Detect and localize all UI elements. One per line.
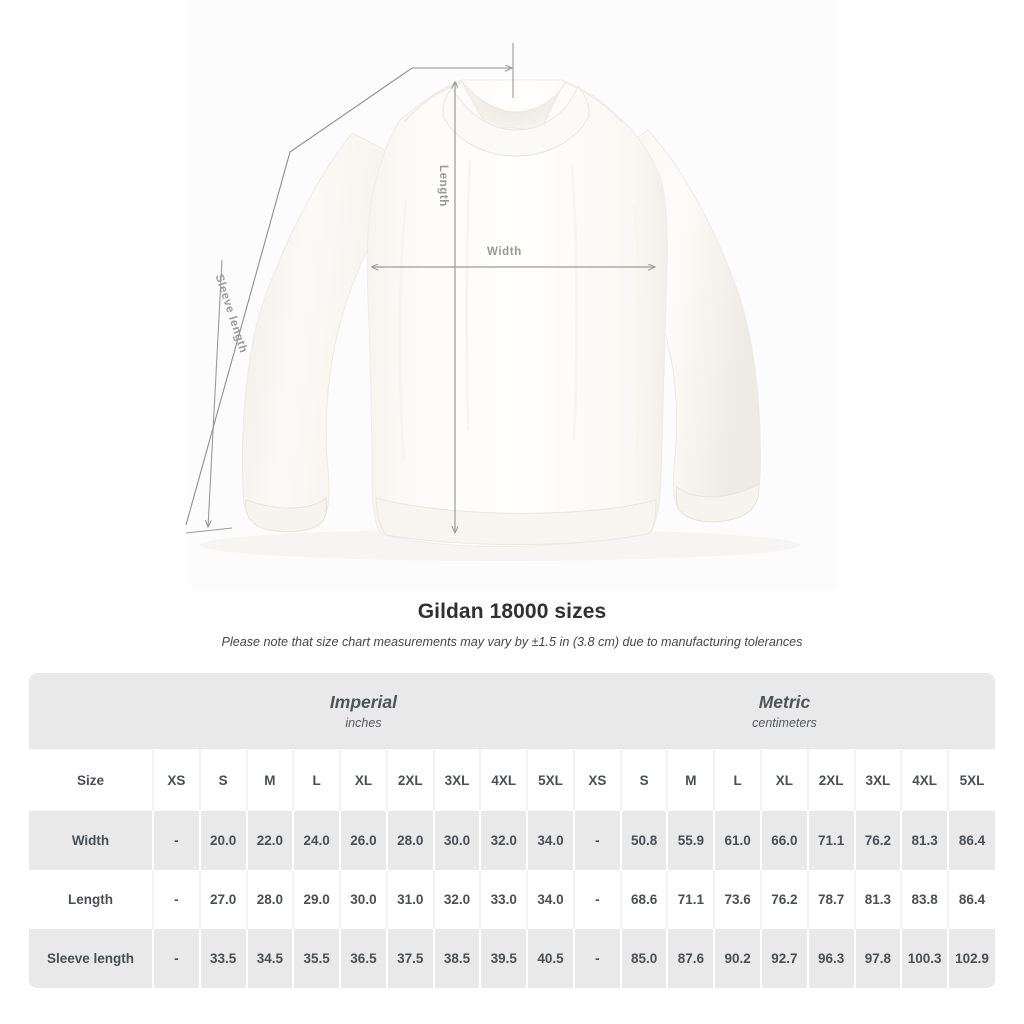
unit-group-subtitle: inches: [345, 715, 382, 730]
cell-sleeve-length-imperial-4xl: 39.5: [480, 929, 529, 988]
annotation-label-width: Width: [487, 246, 522, 258]
page-title: Gildan 18000 sizes: [417, 600, 607, 623]
cell-width-imperial-xl: 26.0: [340, 811, 388, 870]
size-header-imperial-xs: XS: [153, 749, 201, 811]
table-row: Sleeve length -33.5 34.5 35.5 36.5 37.5 38.5 39…: [29, 929, 995, 988]
cell-length-metric-4xl: 83.8: [901, 870, 950, 929]
size-header-metric-2xl: 2XL: [807, 749, 856, 811]
cell-sleeve-length-metric-l: 90.2: [714, 929, 762, 988]
row-label-length: Length: [29, 870, 154, 929]
sweatshirt-illustration: [241, 79, 761, 547]
cell-width-metric-xl: 66.0: [761, 811, 809, 870]
product-photo-area: Length Width Sleeve length: [185, 43, 1024, 590]
size-chart-table-wrapper: Imperial inches Metric centimeters Size XS S M L…: [29, 673, 995, 988]
cell-length-metric-l: 73.6: [714, 870, 762, 929]
cell-length-metric-s: 68.6: [620, 870, 669, 929]
cell-length-imperial-xl: 30.0: [340, 870, 388, 929]
cell-sleeve-length-imperial-5xl: 40.5: [527, 929, 575, 988]
cell-length-metric-xs: -: [573, 870, 622, 929]
cell-width-imperial-l: 24.0: [293, 811, 342, 870]
row-label-width: Width: [29, 811, 154, 870]
cell-width-imperial-2xl: 28.0: [386, 811, 435, 870]
table-row: Length -27.0 28.0 29.0 30.0 31.0 32.0 33.0 34.0-…: [29, 870, 995, 929]
unit-group-name: Imperial: [329, 692, 398, 713]
cell-sleeve-length-imperial-xl: 36.5: [340, 929, 388, 988]
cell-width-imperial-5xl: 34.0: [527, 811, 575, 870]
cell-width-metric-m: 55.9: [667, 811, 716, 870]
cell-sleeve-length-metric-m: 87.6: [667, 929, 716, 988]
size-header-label: Size: [29, 749, 154, 811]
cell-length-metric-xl: 76.2: [761, 870, 809, 929]
size-header-imperial-m: M: [246, 749, 295, 811]
title-block: Gildan 18000 sizes Please note that size…: [0, 600, 1024, 649]
cell-length-imperial-s: 27.0: [199, 870, 248, 929]
cell-length-imperial-m: 28.0: [246, 870, 295, 929]
size-header-metric-3xl: 3XL: [854, 749, 903, 811]
size-header-metric-5xl: 5XL: [948, 749, 995, 811]
row-label-sleeve-length: Sleeve length: [29, 929, 154, 988]
size-header-imperial-2xl: 2XL: [386, 749, 435, 811]
tolerance-note: Please note that size chart measurements…: [221, 635, 803, 649]
cell-width-imperial-m: 22.0: [246, 811, 295, 870]
size-header-imperial-s: S: [199, 749, 248, 811]
cell-width-imperial-xs: -: [153, 811, 201, 870]
cell-length-imperial-xs: -: [153, 870, 201, 929]
unit-group-row: Imperial inches Metric centimeters: [29, 673, 995, 749]
cell-length-metric-m: 71.1: [667, 870, 716, 929]
size-header-row: Size XS S M L XL 2XL 3XL 4XL 5XL XS S M L XL 2XL 3XL 4XL 5…: [29, 749, 995, 811]
cell-width-metric-xs: -: [573, 811, 622, 870]
cell-length-imperial-5xl: 34.0: [527, 870, 575, 929]
cell-sleeve-length-metric-xl: 92.7: [761, 929, 809, 988]
annotation-label-length: Length: [437, 165, 449, 207]
cell-sleeve-length-metric-3xl: 97.8: [854, 929, 903, 988]
cell-sleeve-length-metric-4xl: 100.3: [901, 929, 950, 988]
size-header-imperial-5xl: 5XL: [527, 749, 575, 811]
cell-sleeve-length-metric-5xl: 102.9: [948, 929, 995, 988]
cell-sleeve-length-imperial-l: 35.5: [293, 929, 342, 988]
unit-group-subtitle: centimeters: [752, 715, 817, 730]
cell-length-imperial-4xl: 33.0: [480, 870, 529, 929]
cell-sleeve-length-metric-s: 85.0: [620, 929, 669, 988]
cell-width-imperial-s: 20.0: [199, 811, 248, 870]
unit-row-corner: [29, 673, 153, 749]
cell-width-imperial-3xl: 30.0: [433, 811, 482, 870]
size-header-imperial-xl: XL: [340, 749, 388, 811]
cell-length-metric-3xl: 81.3: [854, 870, 903, 929]
cell-sleeve-length-imperial-3xl: 38.5: [433, 929, 482, 988]
cell-width-metric-5xl: 86.4: [948, 811, 995, 870]
cell-width-metric-s: 50.8: [620, 811, 669, 870]
size-header-imperial-l: L: [293, 749, 342, 811]
size-header-imperial-3xl: 3XL: [433, 749, 482, 811]
unit-group-imperial: Imperial inches: [153, 673, 574, 749]
cell-length-imperial-l: 29.0: [293, 870, 342, 929]
unit-group-name: Metric: [758, 692, 811, 713]
cell-sleeve-length-metric-2xl: 96.3: [807, 929, 856, 988]
cell-width-metric-2xl: 71.1: [807, 811, 856, 870]
size-header-metric-xs: XS: [573, 749, 622, 811]
cell-length-imperial-3xl: 32.0: [433, 870, 482, 929]
size-header-metric-m: M: [667, 749, 716, 811]
cell-sleeve-length-imperial-m: 34.5: [246, 929, 295, 988]
cell-width-metric-l: 61.0: [714, 811, 762, 870]
cell-width-metric-4xl: 81.3: [901, 811, 950, 870]
cell-sleeve-length-imperial-2xl: 37.5: [386, 929, 435, 988]
size-header-metric-l: L: [714, 749, 762, 811]
cell-sleeve-length-metric-xs: -: [573, 929, 622, 988]
size-header-metric-s: S: [620, 749, 669, 811]
size-header-metric-4xl: 4XL: [901, 749, 950, 811]
cell-length-imperial-2xl: 31.0: [386, 870, 435, 929]
cell-sleeve-length-imperial-s: 33.5: [199, 929, 248, 988]
measurement-guides: [185, 43, 1024, 590]
cell-length-metric-5xl: 86.4: [948, 870, 995, 929]
unit-group-metric: Metric centimeters: [573, 673, 995, 749]
size-header-imperial-4xl: 4XL: [480, 749, 529, 811]
table-row: Width -20.0 22.0 24.0 26.0 28.0 30.0 32.0 34.0-5…: [29, 811, 995, 870]
size-chart-table: Imperial inches Metric centimeters Size XS S M L…: [29, 673, 995, 988]
cell-sleeve-length-imperial-xs: -: [153, 929, 201, 988]
cell-width-imperial-4xl: 32.0: [480, 811, 529, 870]
cell-length-metric-2xl: 78.7: [807, 870, 856, 929]
size-header-metric-xl: XL: [761, 749, 809, 811]
cell-width-metric-3xl: 76.2: [854, 811, 903, 870]
